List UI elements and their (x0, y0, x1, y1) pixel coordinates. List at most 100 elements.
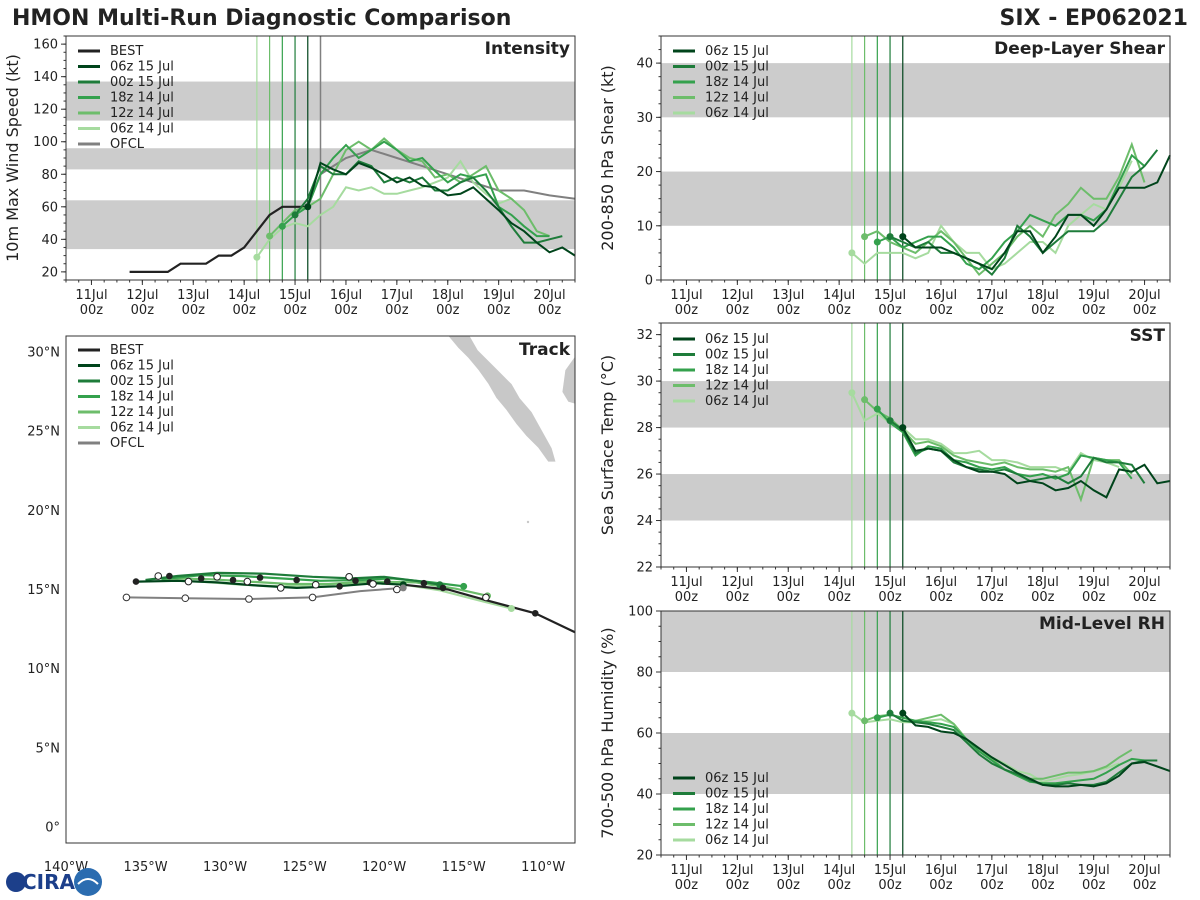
legend-run_00z15-label: 00z 15 Jul (705, 348, 769, 363)
legend-run_00z15-label: 00z 15 Jul (110, 75, 174, 90)
track-day-point (166, 572, 173, 580)
xtick-sublabel-rh: 00z (980, 878, 1004, 893)
xtick-sublabel-sst: 00z (675, 590, 699, 605)
track-ofcl-point (122, 593, 131, 602)
xtick-sublabel-shear: 00z (777, 303, 801, 318)
legend-run_18z14-label: 18z 14 Jul (110, 91, 174, 106)
legend-run_06z15-label: 06z 15 Jul (110, 60, 174, 75)
ytick-label-intensity: 120 (33, 103, 58, 118)
track-ytick-label: 25°N (27, 425, 60, 440)
legend-run_06z15-label: 06z 15 Jul (705, 332, 769, 347)
xtick-label-intensity: 17Jul (381, 288, 413, 303)
xtick-label-shear: 14Jul (823, 288, 855, 303)
track-xtick-label: 115°W (442, 860, 486, 875)
xtick-sublabel-sst: 00z (980, 590, 1004, 605)
xtick-label-shear: 20Jul (1128, 288, 1160, 303)
xtick-sublabel-rh: 00z (675, 878, 699, 893)
track-night-point (393, 585, 401, 594)
series-line-run_00z15 (889, 712, 1158, 786)
track-night-point (243, 577, 252, 586)
xtick-sublabel-sst: 00z (827, 590, 851, 605)
track-ytick-label: 30°N (27, 345, 60, 360)
xtick-label-sst: 20Jul (1128, 575, 1160, 590)
track-init-point-run_18z14 (460, 582, 468, 590)
xtick-label-sst: 16Jul (925, 575, 957, 590)
track-ytick-label: 5°N (36, 741, 61, 756)
ylabel-shear: 200-850 hPa Shear (kt) (598, 65, 617, 251)
legend-run_06z14-label: 06z 14 Jul (705, 833, 769, 848)
shear-panel: 01020304011Jul00z12Jul00z13Jul00z14Jul00… (598, 35, 1171, 318)
track-night-point (482, 593, 490, 602)
xtick-sublabel-rh: 00z (726, 878, 750, 893)
figure-title: HMON Multi-Run Diagnostic Comparison (12, 6, 511, 31)
xtick-sublabel-shear: 00z (929, 303, 953, 318)
ytick-label-shear: 20 (636, 165, 653, 180)
legend-run_06z15-label: 06z 15 Jul (705, 44, 769, 59)
panel-title-track: Track (519, 340, 571, 360)
track-xtick-label: 110°W (521, 860, 565, 875)
xtick-sublabel-rh: 00z (929, 878, 953, 893)
ofcl-line (306, 148, 576, 208)
init-point-run_06z14 (253, 253, 261, 261)
xtick-label-rh: 18Jul (1027, 863, 1059, 878)
track-ofcl-point (308, 593, 317, 602)
track-legend-run_06z15-label: 06z 15 Jul (110, 359, 174, 374)
panel-title-shear: Deep-Layer Shear (994, 39, 1165, 59)
xtick-label-rh: 12Jul (721, 863, 753, 878)
xtick-label-intensity: 18Jul (432, 288, 464, 303)
rh-panel: 2040608010011Jul00z12Jul00z13Jul00z14Jul… (598, 605, 1171, 893)
legend-run_00z15-label: 00z 15 Jul (705, 60, 769, 75)
island-land (526, 520, 530, 524)
series-line-run_00z15 (294, 160, 563, 244)
track-line-run_00z15 (145, 571, 440, 586)
ytick-label-shear: 30 (636, 111, 653, 126)
xtick-label-rh: 13Jul (772, 863, 804, 878)
legend-ofcl-label: OFCL (110, 137, 145, 152)
legend-run_12z14-label: 12z 14 Jul (705, 818, 769, 833)
track-ofcl-point (245, 595, 253, 603)
ylabel-intensity: 10m Max Wind Speed (kt) (3, 54, 22, 262)
ytick-label-shear: 40 (636, 57, 653, 72)
init-point-run_06z14 (848, 249, 856, 257)
track-xtick-label: 125°W (283, 860, 327, 875)
series-line-run_06z15 (902, 154, 1171, 271)
ytick-label-rh: 80 (636, 666, 653, 681)
legend-run_12z14-label: 12z 14 Jul (705, 379, 769, 394)
baja-peninsula-land (447, 335, 557, 463)
xtick-label-sst: 17Jul (976, 575, 1008, 590)
ytick-label-rh: 60 (636, 727, 653, 742)
xtick-sublabel-rh: 00z (1082, 878, 1106, 893)
xtick-sublabel-shear: 00z (1133, 303, 1157, 318)
xtick-sublabel-intensity: 00z (385, 303, 409, 318)
track-xtick-label: 130°W (203, 860, 247, 875)
ylabel-rh: 700-500 hPa Humidity (%) (598, 627, 617, 838)
xtick-sublabel-shear: 00z (980, 303, 1004, 318)
init-point-run_06z15 (899, 233, 907, 241)
ytick-label-intensity: 20 (41, 265, 58, 280)
ytick-label-sst: 28 (636, 421, 653, 436)
track-night-point (276, 584, 285, 592)
xtick-label-intensity: 12Jul (126, 288, 158, 303)
track-ofcl-point (181, 594, 190, 603)
track-day-point (420, 579, 428, 587)
xtick-label-shear: 12Jul (721, 288, 753, 303)
init-point-run_18z14 (873, 238, 881, 246)
ylabel-sst: Sea Surface Temp (°C) (598, 355, 617, 535)
panel-title-rh: Mid-Level RH (1039, 614, 1165, 634)
ytick-label-intensity: 100 (33, 135, 58, 150)
series-line-run_06z15 (901, 427, 1171, 499)
ytick-label-rh: 100 (628, 605, 653, 620)
track-legend-run_06z14-label: 06z 14 Jul (110, 421, 174, 436)
band-sst-1 (661, 381, 1170, 428)
best-line (129, 205, 308, 273)
track-night-point (184, 577, 193, 586)
xtick-sublabel-intensity: 00z (80, 303, 104, 318)
xtick-label-rh: 15Jul (874, 863, 906, 878)
init-point-run_06z15 (899, 709, 907, 717)
init-point-run_12z14 (861, 717, 869, 725)
xtick-label-sst: 19Jul (1078, 575, 1110, 590)
xtick-sublabel-shear: 00z (878, 303, 902, 318)
track-ytick-label: 20°N (27, 504, 60, 519)
ytick-label-intensity: 60 (41, 200, 58, 215)
series-line-run_06z15 (902, 712, 1171, 788)
